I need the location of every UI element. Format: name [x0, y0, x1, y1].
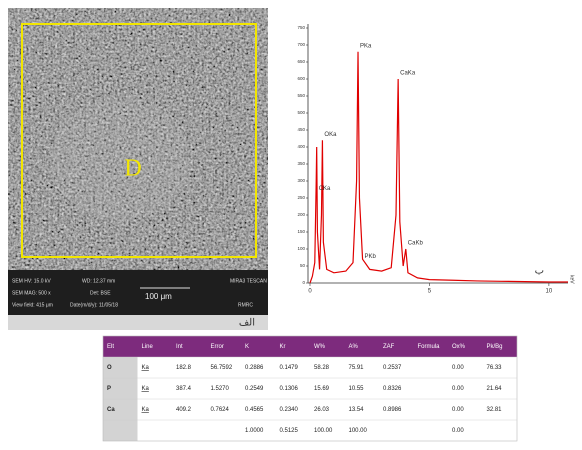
table-cell: 21.64 [487, 386, 503, 392]
table-cell: 0.8986 [383, 407, 402, 413]
label-strip [8, 315, 268, 330]
header-cell: Int [176, 344, 183, 350]
x-tick-label: 0 [308, 289, 312, 295]
header-cell: W% [314, 344, 326, 350]
info-text: RMRC [238, 302, 253, 308]
table-cell: 0.00 [452, 407, 464, 413]
y-tick-label: 550 [297, 93, 305, 98]
y-tick-label: 0 [302, 280, 305, 285]
peak-label: CKa [319, 186, 331, 192]
info-text: SEM HV: 15.0 kV [12, 278, 51, 284]
table-cell: Ka [142, 407, 150, 413]
table-cell: 182.8 [176, 365, 192, 371]
scale-label: 100 μm [145, 292, 172, 301]
y-tick-label: 250 [297, 195, 305, 200]
table-cell: 0.00 [452, 428, 464, 434]
y-tick-label: 150 [297, 229, 305, 234]
info-text: MIRA3 TESCAN [230, 278, 267, 284]
sem-region [50, 100, 190, 220]
peak-label: CaKa [400, 71, 416, 77]
region-label: D [124, 156, 141, 182]
table-cell: 13.54 [349, 407, 365, 413]
peak-label: OKa [324, 132, 337, 138]
table-cell: 0.2549 [245, 386, 264, 392]
y-tick-label: 500 [297, 110, 305, 115]
panel-label: ب [535, 266, 544, 277]
table-cell: Ka [142, 365, 150, 371]
info-text: Date(m/d/y): 11/05/18 [70, 302, 118, 308]
table-cell: 0.2886 [245, 365, 264, 371]
table-cell: 56.7592 [211, 365, 233, 371]
table-cell: 0.1479 [280, 365, 299, 371]
y-tick-label: 400 [297, 144, 305, 149]
y-tick-label: 700 [297, 42, 305, 47]
y-tick-label: 100 [297, 246, 305, 251]
y-tick-label: 300 [297, 178, 305, 183]
header-cell: Line [142, 344, 154, 350]
table-cell: 0.2537 [383, 365, 402, 371]
y-tick-label: 600 [297, 76, 305, 81]
table-cell: Ca [107, 407, 115, 413]
table-cell: 0.7624 [211, 407, 230, 413]
y-tick-label: 50 [300, 263, 306, 268]
header-cell: Ox% [452, 344, 466, 350]
peak-label: PKb [365, 254, 377, 260]
peak-label: PKa [360, 43, 372, 49]
table-cell: 100.00 [314, 428, 333, 434]
results-table: Elt Line Int Error K Kr W% A% ZAF Formula Ox% Pk/Bg… [103, 336, 517, 441]
info-text: Det: BSE [90, 290, 111, 296]
y-tick-label: 650 [297, 59, 305, 64]
y-tick-label: 200 [297, 212, 305, 217]
table-cell: 387.4 [176, 386, 192, 392]
figure: D SEM HV: 15.0 kV WD: 12.37 mm MIRA3 TES… [0, 0, 582, 445]
table-cell: 75.91 [349, 365, 365, 371]
table-cell: 15.69 [314, 386, 330, 392]
spectrum-line [310, 52, 568, 283]
table-cell: 0.2340 [280, 407, 299, 413]
y-tick-label: 350 [297, 161, 305, 166]
table-cell: 76.33 [487, 365, 503, 371]
table-cell: 0.4565 [245, 407, 264, 413]
header-cell: Kr [280, 344, 286, 350]
header-cell: Formula [418, 344, 441, 350]
table-cell: 0.00 [452, 386, 464, 392]
info-text: View field: 415 μm [12, 302, 53, 308]
peak-label: CaKb [408, 241, 424, 247]
x-tick-label: 10 [546, 289, 553, 295]
table-cell: 1.5270 [211, 386, 230, 392]
header-cell: Elt [107, 344, 114, 350]
header-cell: K [245, 344, 249, 350]
y-tick-label: 750 [297, 25, 305, 30]
panel-label: الف [239, 318, 255, 329]
table-cell: 0.5125 [280, 428, 299, 434]
info-text: WD: 12.37 mm [82, 278, 115, 284]
table-cell: 100.00 [349, 428, 368, 434]
header-cell: A% [349, 344, 359, 350]
table-cell: 26.03 [314, 407, 330, 413]
header-cell: ZAF [383, 344, 395, 350]
table-cell: P [107, 386, 111, 392]
header-cell: Pk/Bg [487, 344, 503, 350]
y-tick-label: 450 [297, 127, 305, 132]
table-cell: 32.81 [487, 407, 503, 413]
table-cell: 0.00 [452, 365, 464, 371]
sem-panel: D SEM HV: 15.0 kV WD: 12.37 mm MIRA3 TES… [8, 8, 268, 330]
table-cell: 1.0000 [245, 428, 264, 434]
table-cell: 58.28 [314, 365, 330, 371]
info-text: SEM MAG: 500 x [12, 290, 51, 296]
x-tick-label: 5 [428, 289, 432, 295]
table-cell: 0.1306 [280, 386, 299, 392]
table-cell: Ka [142, 386, 150, 392]
spectrum-chart: 0501001502002503003504004505005506006507… [297, 24, 574, 295]
table-cell: O [107, 365, 112, 371]
table-cell: 409.2 [176, 407, 192, 413]
x-axis-label: keV [569, 275, 575, 284]
table-cell: 0.8326 [383, 386, 402, 392]
header-cell: Error [211, 344, 224, 350]
table-cell: 10.55 [349, 386, 365, 392]
